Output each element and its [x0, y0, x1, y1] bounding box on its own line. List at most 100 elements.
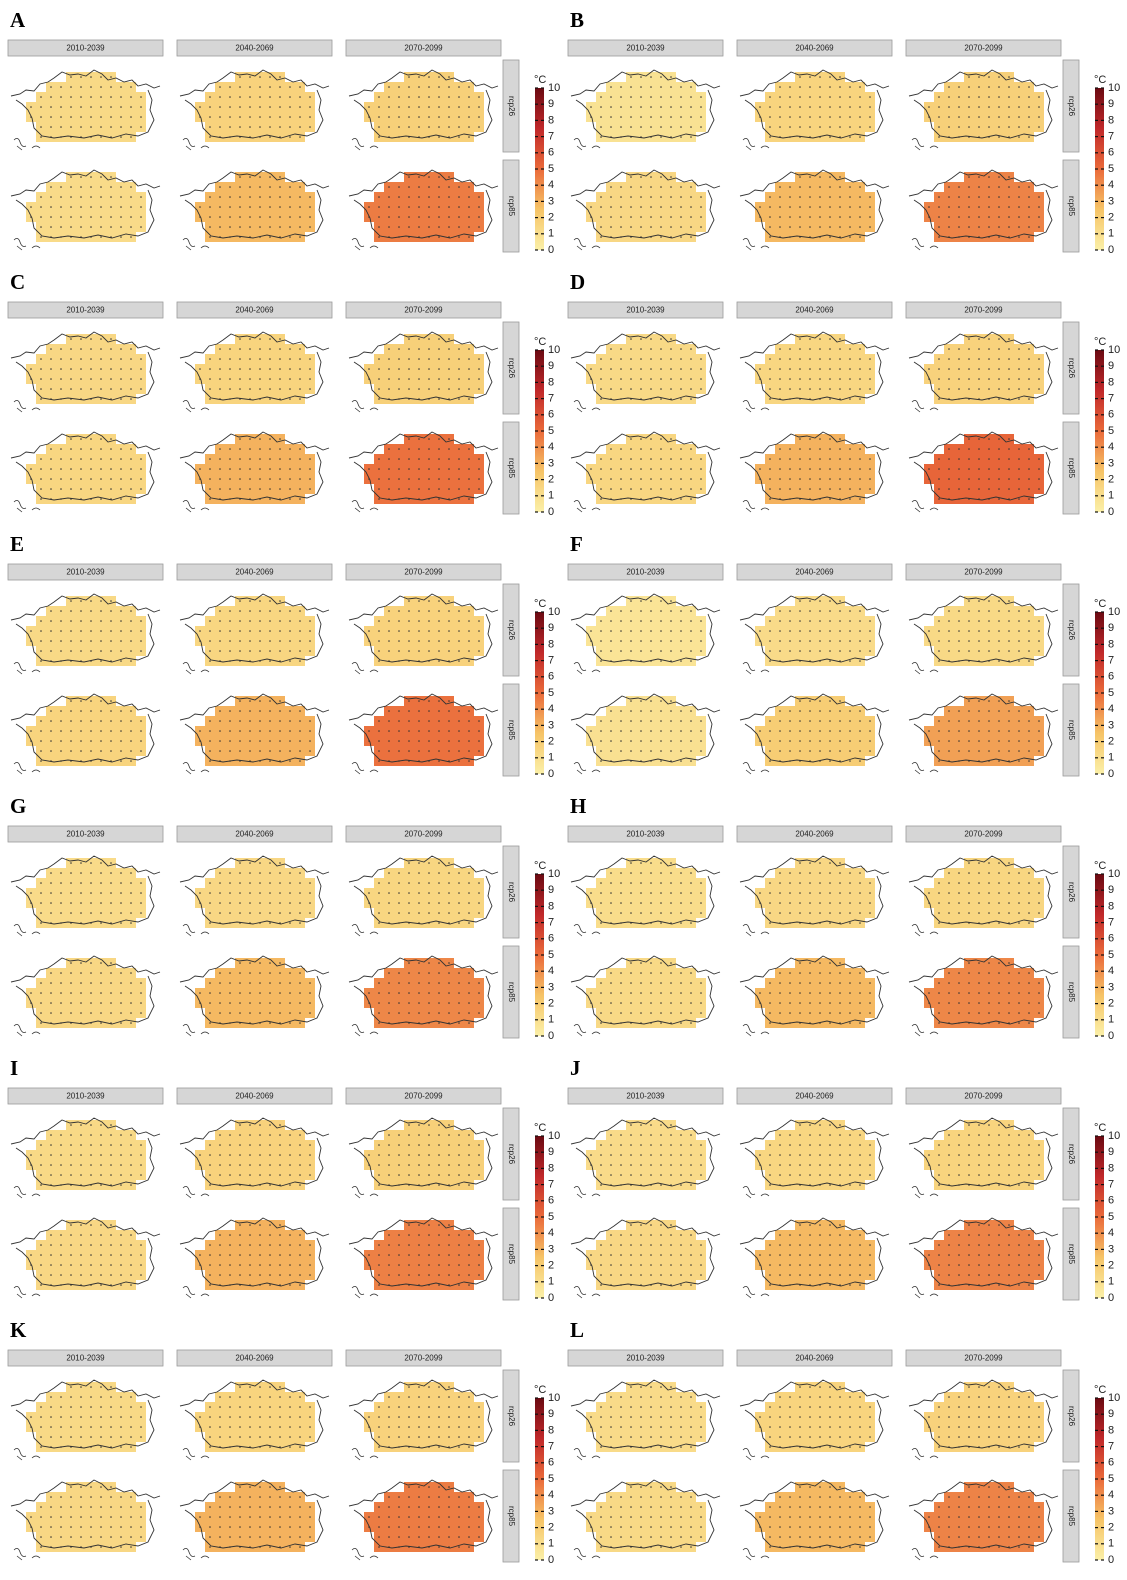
grid-dot — [299, 186, 301, 188]
grid-dot — [408, 96, 410, 98]
grid-dot — [428, 620, 430, 622]
grid-dot — [799, 86, 801, 88]
grid-dot — [690, 660, 692, 662]
grid-dot — [80, 338, 82, 340]
grid-dot — [690, 236, 692, 238]
grid-dot — [680, 610, 682, 612]
grid-dot — [249, 630, 251, 632]
grid-dot — [299, 348, 301, 350]
grid-dot — [80, 196, 82, 198]
grid-dot — [100, 650, 102, 652]
grid-dot — [789, 378, 791, 380]
grid-dot — [998, 488, 1000, 490]
grid-dot — [398, 610, 400, 612]
grid-dot — [468, 760, 470, 762]
grid-dot — [1028, 358, 1030, 360]
grid-dot — [140, 206, 142, 208]
grid-dot — [998, 448, 1000, 450]
grid-dot — [249, 620, 251, 622]
grid-dot — [209, 226, 211, 228]
grid-dot — [1018, 468, 1020, 470]
grid-dot — [779, 630, 781, 632]
grid-dot — [130, 348, 132, 350]
grid-dot — [660, 650, 662, 652]
grid-dot — [299, 388, 301, 390]
grid-dot — [418, 106, 420, 108]
grid-dot — [299, 488, 301, 490]
colorbar-tick-label: 1 — [1108, 490, 1114, 502]
grid-dot — [80, 740, 82, 742]
grid-dot — [610, 458, 612, 460]
grid-dot — [140, 388, 142, 390]
grid-dot — [70, 176, 72, 178]
grid-dot — [610, 226, 612, 228]
grid-dot — [209, 358, 211, 360]
grid-dot — [398, 620, 400, 622]
grid-dot — [90, 650, 92, 652]
panel: F2010-20392040-20692070-2099rcp26rcp85°C… — [568, 532, 1120, 780]
grid-dot — [80, 358, 82, 360]
facet-strip-label: rcp26 — [507, 96, 516, 117]
grid-dot — [809, 478, 811, 480]
grid-dot — [249, 96, 251, 98]
colorbar-tick-label: 6 — [548, 671, 554, 683]
grid-dot — [819, 368, 821, 370]
grid-dot — [1038, 226, 1040, 228]
grid-dot — [229, 650, 231, 652]
grid-dot — [110, 378, 112, 380]
grid-dot — [1038, 650, 1040, 652]
grid-dot — [388, 620, 390, 622]
colorbar-tick-label: 0 — [548, 244, 554, 256]
grid-dot — [40, 388, 42, 390]
grid-dot — [620, 348, 622, 350]
grid-dot — [1008, 106, 1010, 108]
grid-dot — [120, 358, 122, 360]
grid-dot — [100, 378, 102, 380]
grid-dot — [690, 650, 692, 652]
grid-dot — [398, 358, 400, 360]
grid-dot — [80, 730, 82, 732]
grid-dot — [1018, 378, 1020, 380]
grid-dot — [408, 338, 410, 340]
grid-dot — [219, 358, 221, 360]
colorbar-tick-label: 6 — [1108, 147, 1114, 159]
facet-strip-label: 2010-2039 — [66, 306, 105, 315]
grid-dot — [478, 630, 480, 632]
colorbar-tick-label: 1 — [548, 490, 554, 502]
grid-dot — [849, 660, 851, 662]
grid-dot — [120, 730, 122, 732]
grid-dot — [408, 106, 410, 108]
grid-dot — [849, 358, 851, 360]
grid-dot — [819, 338, 821, 340]
grid-dot — [998, 126, 1000, 128]
grid-dot — [140, 488, 142, 490]
grid-dot — [948, 368, 950, 370]
grid-dot — [478, 206, 480, 208]
grid-dot — [249, 196, 251, 198]
grid-dot — [938, 136, 940, 138]
grid-dot — [428, 478, 430, 480]
grid-dot — [968, 388, 970, 390]
grid-dot — [1008, 620, 1010, 622]
grid-dot — [309, 720, 311, 722]
grid-dot — [829, 86, 831, 88]
grid-dot — [269, 226, 271, 228]
grid-dot — [590, 206, 592, 208]
grid-dot — [600, 116, 602, 118]
grid-dot — [428, 458, 430, 460]
grid-dot — [229, 388, 231, 390]
grid-dot — [70, 630, 72, 632]
grid-dot — [438, 750, 440, 752]
grid-dot — [309, 196, 311, 198]
grid-dot — [849, 398, 851, 400]
grid-dot — [1008, 388, 1010, 390]
grid-dot — [120, 136, 122, 138]
grid-dot — [140, 720, 142, 722]
grid-dot — [799, 348, 801, 350]
grid-dot — [809, 76, 811, 78]
grid-dot — [789, 96, 791, 98]
grid-dot — [610, 620, 612, 622]
grid-dot — [660, 76, 662, 78]
grid-dot — [388, 216, 390, 218]
grid-dot — [799, 438, 801, 440]
